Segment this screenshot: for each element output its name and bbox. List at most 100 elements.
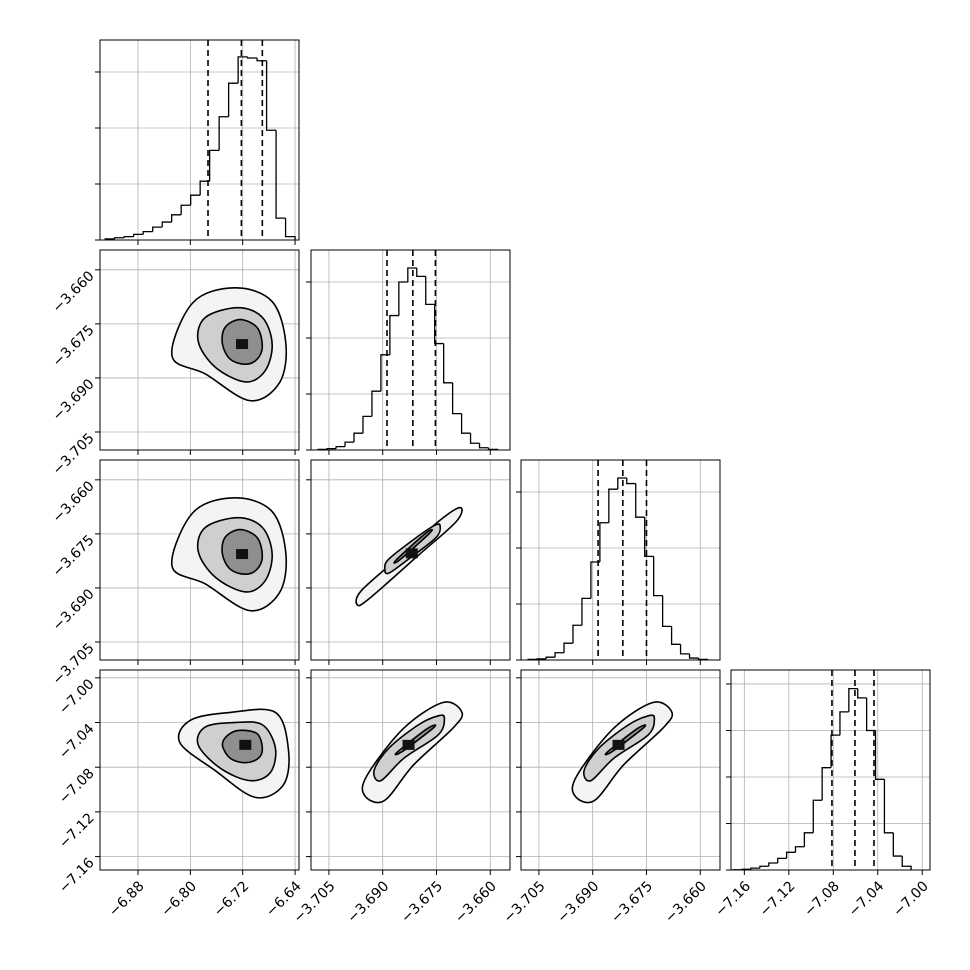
y-tick-label: −3.675 [50, 532, 98, 580]
y-tick-label: −3.675 [50, 322, 98, 370]
histogram-bin [284, 218, 296, 240]
histogram-bin [353, 432, 363, 443]
x-tick-label: −7.08 [801, 878, 843, 920]
histogram-bin [608, 488, 618, 523]
histogram-bin [407, 267, 417, 282]
x-tick-label: −3.675 [608, 878, 656, 926]
histogram-bin [171, 214, 182, 223]
histogram-bin [218, 116, 229, 151]
histogram-bin [199, 180, 210, 196]
panel: −6.88 −6.80 −6.72 −6.64−7.16−7.12−7.08−7.04… [56, 669, 305, 920]
histogram-bin [133, 233, 144, 237]
histogram-bin [874, 730, 885, 780]
panel-frame [730, 669, 931, 871]
histogram-bin [830, 734, 840, 768]
histogram-bin [581, 597, 591, 626]
density-peak [239, 739, 252, 750]
histogram-bin [227, 82, 239, 117]
density-peak [236, 549, 249, 560]
histogram-bin [688, 653, 699, 659]
x-tick-label: −3.675 [398, 878, 446, 926]
panel: −3.705−3.690−3.675−3.660 [50, 459, 300, 688]
panel [95, 39, 300, 245]
histogram-bin [785, 851, 796, 859]
histogram-bin [901, 856, 912, 870]
histogram-bin [857, 688, 867, 699]
panel-frame [310, 249, 511, 451]
histogram-bin [679, 644, 690, 655]
panel: −3.705−3.690−3.675−3.660 [291, 669, 511, 926]
x-tick-label: −7.00 [890, 878, 932, 920]
x-tick-label: −3.660 [662, 878, 710, 926]
histogram-bin [344, 441, 355, 447]
histogram-bin [114, 237, 125, 239]
x-tick-label: −3.690 [344, 878, 392, 926]
x-tick-label: −7.12 [757, 878, 799, 920]
panel [516, 459, 721, 665]
histogram-bin [803, 832, 814, 847]
histogram-bin [380, 354, 390, 392]
histogram-bin [617, 477, 627, 490]
y-tick-label: −3.690 [50, 586, 98, 634]
x-tick-label: −6.72 [211, 878, 253, 920]
histogram-bin [256, 57, 267, 62]
histogram-bin [142, 230, 153, 235]
panel: −3.705−3.690−3.675−3.660 [501, 669, 721, 926]
x-tick-label: −7.04 [846, 878, 888, 920]
histogram-bin [208, 149, 220, 182]
x-tick-label: −6.88 [106, 878, 148, 920]
histogram-bin [398, 281, 408, 316]
histogram-bin [848, 687, 858, 712]
histogram-bin [626, 477, 636, 485]
histogram-bin [670, 626, 681, 645]
y-tick-label: −7.12 [56, 810, 98, 852]
histogram-bin [545, 656, 556, 659]
histogram-bin [469, 433, 480, 444]
histogram-bin [246, 56, 258, 59]
panel-frame [310, 459, 511, 661]
histogram-bin [180, 204, 191, 215]
panel: −3.705−3.690−3.675−3.660 [50, 249, 300, 478]
histogram-bin [644, 517, 654, 558]
histogram-bin [451, 382, 462, 415]
histogram-bin [821, 767, 832, 801]
histogram-bin [275, 130, 286, 219]
histogram-bin [362, 415, 372, 434]
histogram-bin [839, 711, 849, 736]
x-tick-label: −3.660 [452, 878, 500, 926]
histogram-bin [892, 832, 903, 857]
density-peak [236, 339, 249, 350]
histogram-bin [371, 390, 381, 417]
y-tick-label: −3.660 [50, 478, 98, 526]
histogram-bin [794, 846, 805, 853]
histogram-bin [759, 865, 769, 869]
histogram-bin [389, 314, 399, 355]
density-peak [405, 548, 418, 559]
histogram-bin [161, 221, 172, 228]
histogram-bin [425, 276, 435, 306]
histogram-bin [554, 652, 565, 658]
histogram-bin [777, 857, 787, 864]
panel-frame [99, 249, 300, 451]
histogram-bin [661, 595, 672, 628]
histogram-bin [416, 267, 426, 278]
histogram-bin [460, 413, 471, 434]
panel-frame [520, 669, 721, 871]
histogram-bin [865, 697, 876, 732]
histogram-bin [590, 561, 600, 599]
histogram-bin [443, 343, 453, 384]
y-tick-label: −3.705 [50, 430, 98, 478]
panel [306, 459, 511, 665]
panel-frame [520, 459, 721, 661]
panel-frame [99, 669, 300, 871]
histogram-bin [265, 60, 277, 131]
y-tick-label: −7.04 [56, 721, 98, 763]
histogram-bin [478, 443, 489, 449]
density-peak [402, 739, 415, 750]
histogram-bin [599, 522, 609, 562]
panel-frame [310, 669, 511, 871]
panel-frame [99, 459, 300, 661]
y-tick-label: −7.08 [56, 766, 98, 808]
panel-frame [99, 39, 300, 241]
histogram-bin [190, 194, 201, 206]
